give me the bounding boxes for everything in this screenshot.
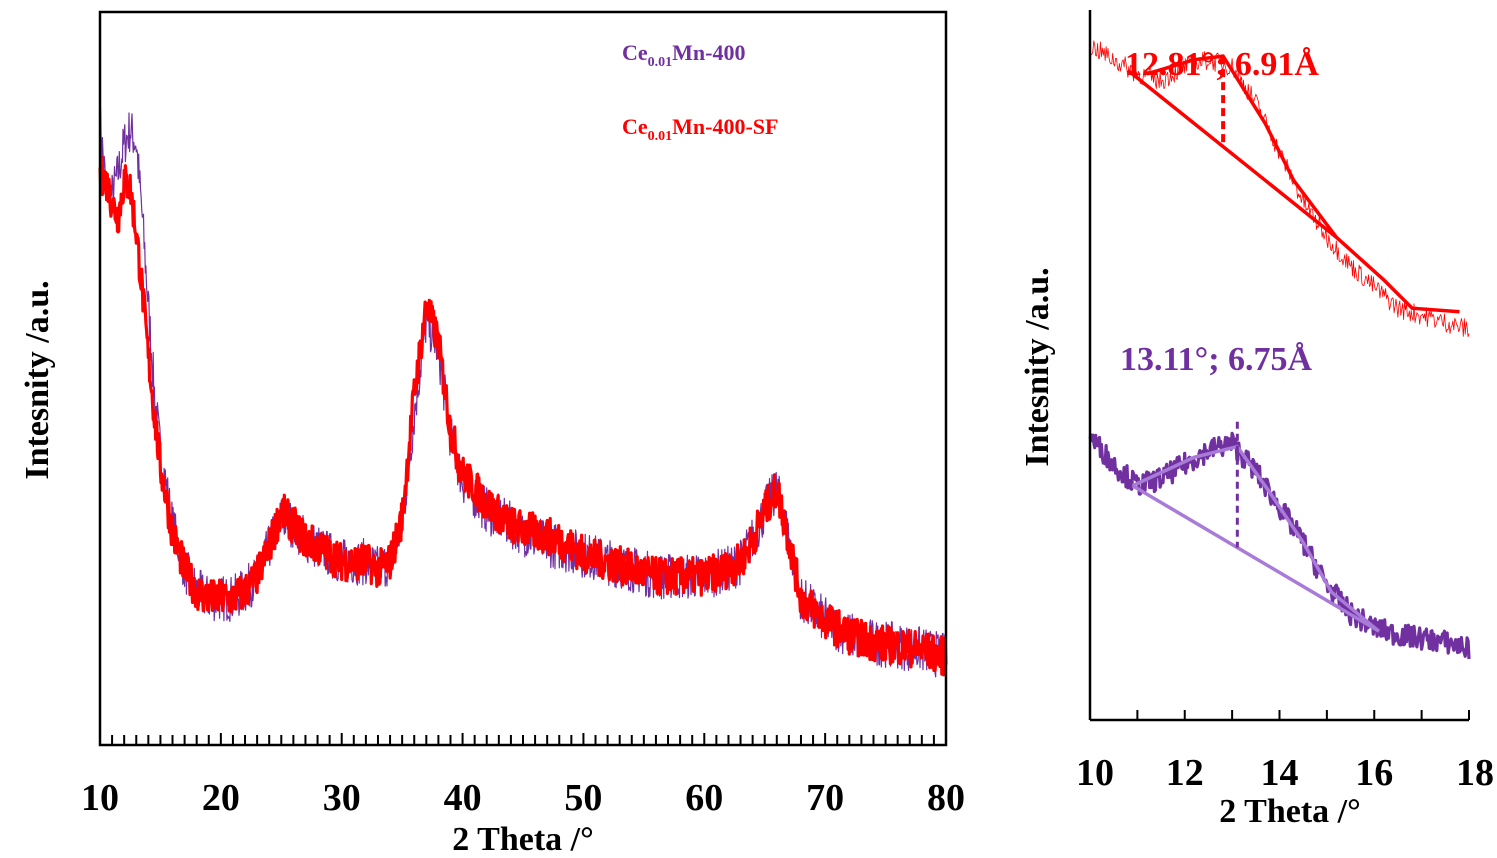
left-x-tick-label: 20 bbox=[202, 777, 240, 819]
left-x-axis-title: 2 Theta /° bbox=[452, 821, 593, 858]
right-series-group bbox=[1088, 40, 1471, 660]
right-x-ticks bbox=[1089, 710, 1470, 720]
legend-sub-2: 0.01 bbox=[648, 129, 673, 144]
left-series-group bbox=[98, 108, 948, 678]
right-x-tick-label: 14 bbox=[1261, 752, 1299, 794]
left-x-tick-label: 40 bbox=[444, 777, 482, 819]
legend-entry-ce-mn-400-sf: Ce0.01Mn-400-SF bbox=[622, 114, 778, 144]
legend-entry-ce-mn-400: Ce0.01Mn-400 bbox=[622, 40, 745, 70]
legend-rest-2: Mn-400-SF bbox=[672, 114, 778, 139]
left-x-tick-label: 50 bbox=[564, 777, 602, 819]
right-x-tick-label: 12 bbox=[1166, 752, 1204, 794]
left-x-tick-labels: 10 20 30 40 50 60 70 80 bbox=[81, 777, 965, 819]
right-zoom-panel: 10 12 14 16 18 2 Theta /° Intesnity /a.u. 12… bbox=[1019, 10, 1494, 830]
series-ce-mn-400-sf-line bbox=[98, 155, 948, 677]
legend-main-2: Ce bbox=[622, 114, 648, 139]
right-x-tick-label: 16 bbox=[1355, 752, 1393, 794]
zoom-ce-mn-400-trace bbox=[1088, 431, 1471, 660]
right-x-tick-label: 10 bbox=[1076, 752, 1114, 794]
red-fit-line bbox=[1146, 54, 1460, 314]
left-x-tick-label: 10 bbox=[81, 777, 119, 819]
red-peak-annotation: 12.81°; 6.91Å bbox=[1125, 46, 1319, 83]
purple-baseline bbox=[1131, 484, 1380, 633]
left-y-axis-title: Intesnity /a.u. bbox=[19, 280, 56, 479]
left-x-ticks bbox=[99, 733, 947, 745]
legend-rest-1: Mn-400 bbox=[672, 40, 745, 65]
left-x-tick-label: 70 bbox=[806, 777, 844, 819]
left-plot-frame bbox=[98, 10, 948, 747]
left-xrd-panel: 10 20 30 40 50 60 70 80 2 Theta /° Intesnity /a… bbox=[19, 10, 965, 858]
purple-fit-line bbox=[1131, 444, 1381, 633]
right-x-tick-label: 18 bbox=[1456, 752, 1494, 794]
right-y-axis-title: Intesnity /a.u. bbox=[1019, 267, 1056, 466]
purple-peak-annotation: 13.11°; 6.75Å bbox=[1120, 341, 1313, 378]
left-x-tick-label: 60 bbox=[685, 777, 723, 819]
red-baseline bbox=[1126, 69, 1338, 239]
right-x-axis-title: 2 Theta /° bbox=[1219, 793, 1360, 830]
legend-sub-1: 0.01 bbox=[648, 55, 673, 70]
right-x-tick-labels: 10 12 14 16 18 bbox=[1076, 752, 1494, 794]
legend-main-1: Ce bbox=[622, 40, 648, 65]
left-x-tick-label: 30 bbox=[323, 777, 361, 819]
left-x-tick-label: 80 bbox=[927, 777, 965, 819]
